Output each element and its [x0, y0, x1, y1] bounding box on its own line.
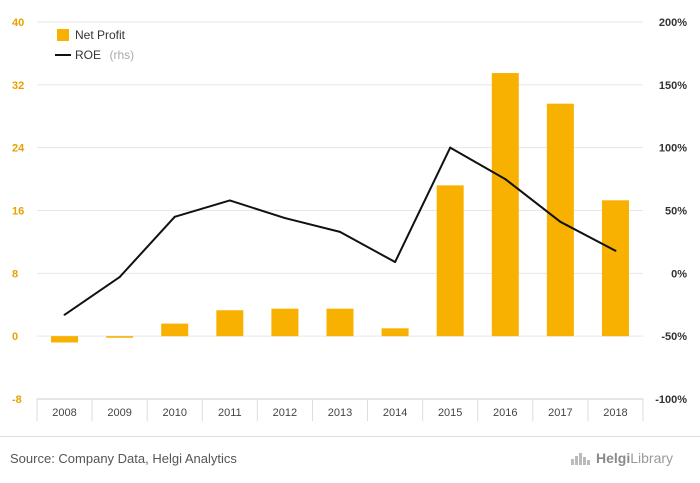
roe-point-2009 [118, 276, 121, 279]
footer-divider [0, 436, 700, 437]
brand-suffix: Library [630, 450, 674, 466]
y-right-tick-label: 100% [659, 143, 687, 155]
bar-net-profit-2017 [546, 103, 574, 337]
roe-point-2010 [173, 215, 176, 218]
x-tick-label: 2010 [162, 407, 186, 419]
roe-point-2018 [614, 249, 617, 252]
y-right-tick-label: 50% [665, 206, 687, 218]
y-left-tick-label: 40 [12, 17, 24, 29]
y-right-tick-label: 200% [659, 17, 687, 29]
x-tick-label: 2011 [218, 407, 242, 419]
bar-net-profit-2015 [436, 185, 464, 337]
y-right-tick-label: 150% [659, 80, 687, 92]
bar-net-profit-2011 [216, 310, 244, 337]
x-tick-label: 2012 [273, 407, 297, 419]
legend: Net Profit ROE (rhs) [55, 28, 134, 63]
y-right-tick-label: -50% [661, 331, 687, 343]
y-left-tick-label: 32 [12, 80, 24, 92]
x-tick-label: 2016 [493, 407, 517, 419]
y-right-tick-label: 0% [671, 268, 687, 280]
bar-net-profit-2014 [381, 328, 409, 337]
bar-net-profit-2018 [601, 200, 629, 337]
y-left-tick-label: 16 [12, 206, 24, 218]
x-tick-label: 2008 [52, 407, 76, 419]
roe-point-2016 [504, 178, 507, 181]
legend-net-profit-swatch [57, 29, 69, 41]
x-tick-label: 2013 [328, 407, 352, 419]
roe-point-2017 [559, 220, 562, 223]
roe-point-2015 [449, 146, 452, 149]
brand-prefix: Helgi [596, 450, 631, 466]
bar-net-profit-2008 [51, 336, 79, 343]
x-tick-label: 2014 [383, 407, 407, 419]
chart: 40 32 24 16 8 0 -8 200% 150% 100% 50% 0% -50% -100% 20… [12, 17, 687, 421]
bar-net-profit-2010 [161, 323, 189, 337]
legend-net-profit-label: Net Profit [75, 28, 126, 42]
legend-roe-suffix: (rhs) [109, 48, 134, 62]
axes: 40 32 24 16 8 0 -8 200% 150% 100% 50% 0% -50% -100% 20… [12, 17, 687, 421]
y-left-tick-label: 0 [12, 331, 18, 343]
legend-roe-name: ROE [75, 48, 101, 62]
x-tick-label: 2018 [603, 407, 627, 419]
legend-roe-label: ROE (rhs) [75, 46, 134, 63]
roe-point-2014 [394, 261, 397, 264]
y-right-tick-label: -100% [655, 394, 687, 406]
helgi-library-logo-icon [571, 453, 590, 465]
x-tick-label: 2015 [438, 407, 462, 419]
brand-logo: HelgiLibrary [570, 450, 673, 466]
source-note: Source: Company Data, Helgi Analytics [10, 451, 237, 466]
roe-point-2011 [228, 199, 231, 202]
y-left-tick-label: 8 [12, 268, 18, 280]
y-left-tick-label: 24 [12, 143, 25, 155]
roe-point-2008 [63, 313, 66, 316]
roe-point-2013 [339, 230, 341, 233]
bar-net-profit-2013 [326, 308, 354, 337]
bar-net-profit-2009 [106, 336, 134, 338]
roe-point-2012 [283, 217, 286, 220]
y-left-tick-label: -8 [12, 394, 22, 406]
roe-line-layer [63, 146, 617, 316]
x-tick-label: 2017 [548, 407, 572, 419]
bars [51, 73, 629, 343]
bar-net-profit-2012 [271, 308, 299, 337]
bar-net-profit-2016 [491, 73, 519, 337]
x-tick-label: 2009 [107, 407, 131, 419]
